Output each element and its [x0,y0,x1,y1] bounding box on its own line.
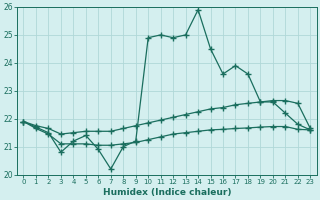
X-axis label: Humidex (Indice chaleur): Humidex (Indice chaleur) [103,188,231,197]
